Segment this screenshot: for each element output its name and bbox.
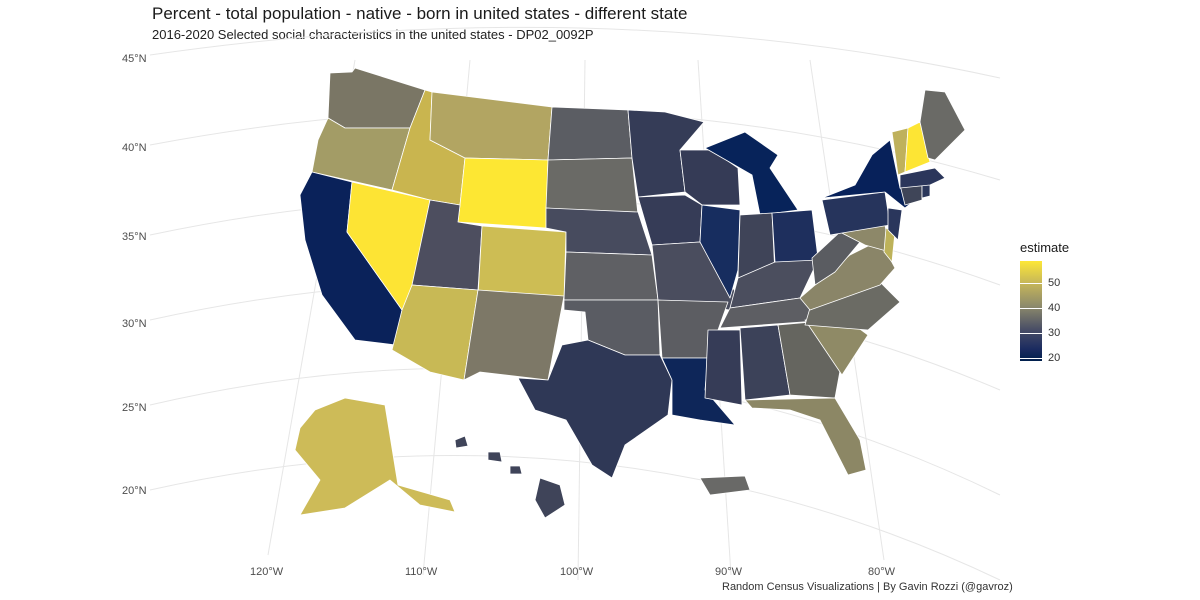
legend-tick-20 (1020, 358, 1042, 359)
lat-label-40: 40°N (122, 142, 147, 154)
territory-pr[interactable] (699, 475, 751, 496)
lat-label-35: 35°N (122, 231, 147, 243)
state-wa[interactable] (327, 67, 426, 129)
lon-label-80: 80°W (868, 566, 896, 578)
states (294, 67, 966, 519)
state-ks[interactable] (563, 251, 659, 301)
state-ak[interactable] (294, 397, 456, 516)
caption: Random Census Visualizations | By Gavin … (722, 581, 1013, 593)
lat-label-45: 45°N (122, 53, 147, 65)
lon-label-100: 100°W (560, 566, 594, 578)
state-mi[interactable] (704, 131, 799, 216)
state-nd[interactable] (547, 106, 633, 161)
legend-tick-50 (1020, 283, 1042, 284)
state-ms[interactable] (704, 329, 743, 406)
state-sd[interactable] (545, 157, 639, 216)
state-nh[interactable] (904, 121, 931, 173)
state-va[interactable] (799, 239, 896, 311)
legend-tick-30 (1020, 333, 1042, 334)
state-fl[interactable] (744, 397, 867, 476)
lon-label-120: 120°W (250, 566, 284, 578)
state-mt[interactable] (429, 91, 553, 161)
state-me[interactable] (919, 89, 966, 161)
legend-label-30: 30 (1048, 327, 1061, 339)
state-il[interactable] (699, 204, 741, 299)
state-ky[interactable] (729, 259, 819, 309)
lat-label-20: 20°N (122, 485, 147, 497)
lat-label-30: 30°N (122, 318, 147, 330)
lon-label-110: 110°W (405, 566, 438, 578)
state-nm[interactable] (463, 289, 565, 381)
map-subtitle: 2016-2020 Selected social characteristic… (152, 27, 594, 42)
legend-label-40: 40 (1048, 302, 1061, 314)
legend: estimate 50 40 30 20 (1020, 240, 1070, 364)
lon-label-90: 90°W (715, 566, 743, 578)
legend-label-20: 20 (1048, 352, 1061, 364)
state-hi-big[interactable] (534, 477, 566, 519)
state-oh[interactable] (771, 209, 819, 269)
legend-label-50: 50 (1048, 277, 1061, 289)
legend-title: estimate (1020, 240, 1070, 255)
state-wy[interactable] (457, 157, 549, 229)
state-hi-islands[interactable] (454, 435, 523, 475)
legend-body: 50 40 30 20 (1020, 261, 1069, 364)
state-co[interactable] (477, 225, 567, 301)
legend-color-bar (1020, 261, 1042, 361)
state-wv[interactable] (811, 231, 861, 286)
state-ma[interactable] (899, 167, 946, 189)
map-title: Percent - total population - native - bo… (152, 4, 688, 23)
legend-tick-40 (1020, 308, 1042, 309)
state-tx[interactable] (517, 339, 673, 479)
state-nj[interactable] (887, 207, 903, 241)
lat-label-25: 25°N (122, 402, 147, 414)
state-ia[interactable] (637, 194, 703, 246)
